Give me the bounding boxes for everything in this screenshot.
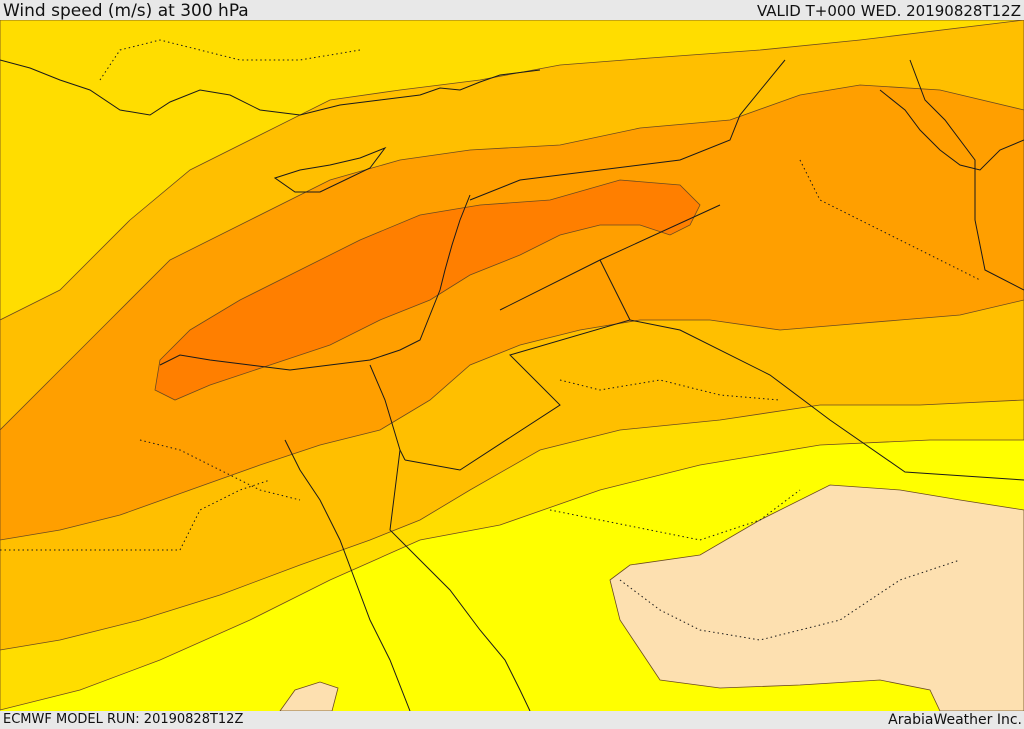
coastline-red-sea-east [389, 449, 531, 711]
border-dotted-6 [619, 559, 961, 641]
coastline-cyprus [273, 146, 387, 193]
band-calm-small [279, 681, 339, 711]
border-solid-1 [469, 59, 786, 201]
border-solid-6 [909, 59, 1024, 291]
coastline-levant [159, 194, 471, 371]
valid-time: VALID T+000 WED. 20190828T12Z [756, 2, 1021, 20]
border-dotted-3 [549, 489, 801, 541]
band-jet-core [154, 179, 701, 401]
credit-label: ArabiaWeather Inc. [888, 712, 1022, 728]
border-dotted-5 [139, 439, 301, 501]
band-calm [609, 484, 1024, 711]
header-bar [0, 0, 1024, 20]
coastline-north [0, 59, 541, 116]
border-dotted-2 [559, 379, 781, 401]
border-dotted-4 [799, 159, 981, 281]
border-dotted-1 [0, 479, 271, 551]
coastline-caspian [879, 89, 1024, 171]
map-title: Wind speed (m/s) at 300 hPa [3, 1, 249, 21]
model-run-label: ECMWF MODEL RUN: 20190828T12Z [3, 712, 244, 727]
border-solid-5 [369, 364, 406, 461]
footer-bar [0, 711, 1024, 729]
border-dotted-7 [99, 39, 361, 81]
wind-speed-map [0, 20, 1024, 711]
border-solid-4 [629, 319, 1024, 481]
coastline-red-sea [284, 439, 411, 711]
border-solid-3 [404, 259, 631, 471]
